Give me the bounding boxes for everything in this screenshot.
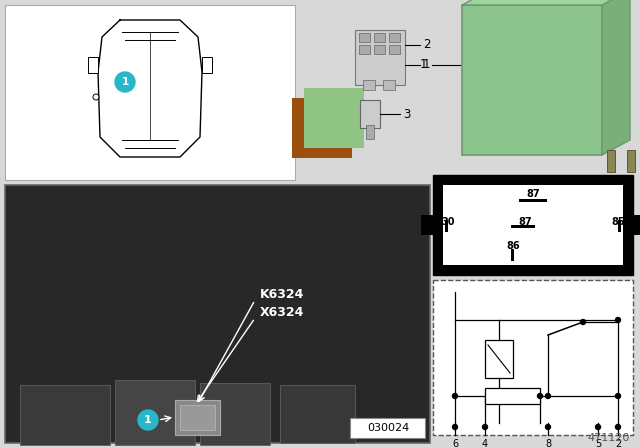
Bar (180, 405, 215, 430)
Text: 87: 87 (518, 217, 532, 227)
Text: 86: 86 (506, 241, 520, 251)
Bar (350, 418, 425, 438)
Bar (389, 45, 400, 54)
Circle shape (616, 393, 621, 399)
Circle shape (616, 425, 621, 430)
Bar (445, 220, 448, 232)
Bar (202, 57, 212, 73)
Circle shape (93, 94, 99, 100)
Bar (433, 175, 633, 275)
Text: 4: 4 (482, 439, 488, 448)
Bar (462, 5, 602, 155)
Bar (511, 225, 535, 228)
Bar (519, 199, 547, 202)
Text: K6324: K6324 (260, 289, 305, 302)
Bar (304, 88, 364, 148)
Bar (5, 185, 430, 443)
Text: 30: 30 (441, 217, 455, 227)
Bar (366, 125, 374, 139)
Circle shape (545, 425, 550, 430)
Text: 1: 1 (419, 59, 427, 72)
Circle shape (452, 425, 458, 430)
Bar (374, 45, 385, 54)
Bar (175, 400, 220, 435)
Text: 030024: 030024 (367, 423, 409, 433)
Text: 1: 1 (144, 415, 152, 425)
Text: 471120: 471120 (588, 433, 630, 443)
Bar (292, 98, 352, 158)
Bar (359, 33, 370, 42)
Bar (511, 249, 514, 261)
Polygon shape (462, 0, 630, 5)
Circle shape (580, 319, 586, 324)
Bar (443, 185, 623, 265)
Text: 2: 2 (615, 439, 621, 448)
Circle shape (115, 72, 135, 92)
Text: 87: 87 (526, 189, 540, 199)
Circle shape (545, 393, 550, 399)
Text: X6324: X6324 (260, 306, 305, 319)
Circle shape (538, 393, 543, 399)
Bar (115, 380, 195, 445)
Bar (618, 220, 621, 232)
Circle shape (616, 318, 621, 323)
Bar (421, 215, 435, 235)
Text: 5: 5 (595, 439, 601, 448)
Bar (389, 33, 400, 42)
Bar (355, 30, 405, 85)
Bar (485, 340, 513, 378)
Bar (280, 385, 355, 443)
Text: 85: 85 (611, 217, 625, 227)
Bar (20, 385, 110, 445)
Text: 3: 3 (403, 108, 410, 121)
Circle shape (483, 425, 488, 430)
Bar (363, 80, 375, 90)
Circle shape (595, 425, 600, 430)
Text: 6: 6 (452, 439, 458, 448)
Circle shape (452, 393, 458, 399)
Bar (359, 45, 370, 54)
Text: 1: 1 (423, 59, 431, 72)
Text: 1: 1 (122, 77, 129, 87)
Bar (607, 150, 615, 172)
Bar (374, 33, 385, 42)
Bar (88, 57, 98, 73)
Text: 8: 8 (545, 439, 551, 448)
Bar (5, 5, 295, 180)
Polygon shape (602, 0, 630, 155)
Circle shape (138, 410, 158, 430)
Bar (383, 80, 395, 90)
Bar (433, 280, 633, 435)
Bar (200, 383, 270, 445)
Bar (627, 150, 635, 172)
Text: 2: 2 (423, 39, 431, 52)
Bar (631, 215, 640, 235)
Bar (360, 100, 380, 128)
Bar (485, 388, 540, 404)
